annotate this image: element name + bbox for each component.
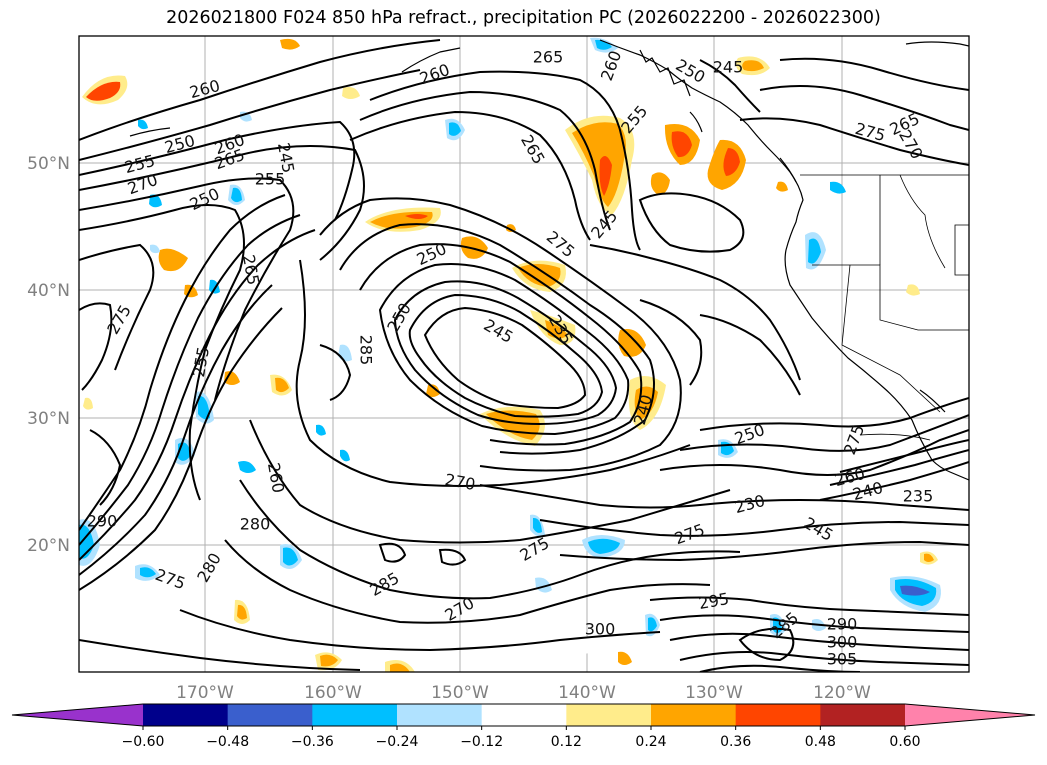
colorbar-segment (735, 704, 821, 726)
contour-label: 255 (255, 170, 286, 189)
longitude-axis: 170°W 160°W 150°W 140°W 130°W 120°W (176, 683, 871, 703)
colorbar-segment (143, 704, 229, 726)
colorbar: −0.60 −0.48 −0.36 −0.24 −0.12 0.12 0.24 0.36 0.4… (11, 703, 1036, 750)
colorbar-segment (566, 704, 652, 726)
lon-tick-label: 150°W (431, 683, 489, 703)
map-frame (78, 35, 970, 673)
lat-tick-label: 40°N (27, 281, 70, 301)
map-title: 2026021800 F024 850 hPa refract., precip… (166, 8, 881, 28)
lon-tick-label: 140°W (558, 683, 616, 703)
colorbar-segment (227, 704, 313, 726)
colorbar-tick-label: 0.12 (551, 734, 582, 750)
contour-label: 280 (240, 515, 271, 534)
contour-label: 305 (827, 650, 858, 669)
colorbar-extend-max (905, 704, 1035, 726)
colorbar-segment (397, 704, 483, 726)
colorbar-tick-label: −0.60 (122, 734, 165, 750)
coastlines (129, 39, 969, 481)
lon-tick-label: 170°W (176, 683, 234, 703)
political-borders (800, 174, 969, 441)
contour-label: 265 (533, 48, 564, 67)
lon-tick-label: 130°W (685, 683, 743, 703)
colorbar-segment (651, 704, 737, 726)
colorbar-tick-label: 0.48 (805, 734, 836, 750)
lat-tick-label: 30°N (27, 409, 70, 429)
contour-label: 245 (713, 58, 744, 77)
refractivity-contours (79, 39, 969, 672)
contour-label: 300 (827, 633, 858, 652)
contour-label: 235 (903, 487, 934, 506)
colorbar-segment (312, 704, 398, 726)
lon-tick-label: 160°W (304, 683, 362, 703)
contour-label: 285 (357, 335, 376, 366)
colorbar-tick-label: −0.36 (291, 734, 334, 750)
colorbar-segment (820, 704, 906, 726)
precip-positive-areas (82, 38, 938, 672)
colorbar-tick-label: 0.24 (635, 734, 666, 750)
precip-negative-areas (79, 37, 941, 650)
lon-tick-label: 120°W (813, 683, 871, 703)
colorbar-tick-label: −0.48 (206, 734, 249, 750)
colorbar-tick-label: −0.12 (460, 734, 503, 750)
contour-label: 290 (87, 512, 118, 531)
colorbar-tick-label: 0.60 (889, 734, 920, 750)
colorbar-tick-label: −0.24 (376, 734, 419, 750)
colorbar-segment (481, 704, 567, 726)
contour-label: 300 (585, 620, 616, 639)
lat-tick-label: 50°N (27, 154, 70, 174)
colorbar-tick-label: 0.36 (720, 734, 751, 750)
latitude-axis: 50°N 40°N 30°N 20°N (27, 154, 70, 556)
colorbar-extend-min (12, 704, 143, 726)
lat-tick-label: 20°N (27, 536, 70, 556)
contour-label: 290 (827, 615, 858, 634)
